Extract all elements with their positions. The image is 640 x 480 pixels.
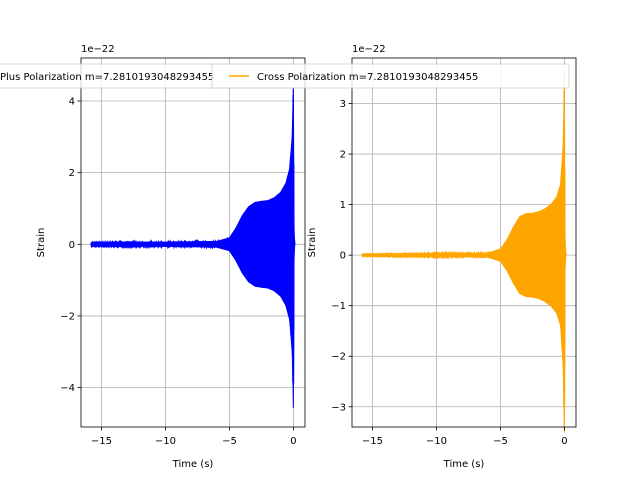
x-axis-label: Time (s) (443, 459, 485, 470)
y-tick-label: 2 (69, 168, 75, 179)
x-tick-label: 0 (561, 436, 567, 447)
series-plot (90, 80, 296, 408)
x-tick-label: −5 (222, 436, 237, 447)
y-tick-label: −1 (331, 301, 346, 312)
x-axis-label: Time (s) (172, 459, 214, 470)
x-tick-label: −5 (493, 436, 508, 447)
series-line (361, 90, 567, 408)
series-plot (361, 77, 567, 433)
x-axis-ticks: −15 −10 −5 0 (91, 427, 297, 447)
x-tick-label: −10 (426, 436, 447, 447)
y-tick-label: −3 (331, 402, 346, 413)
series-line (90, 95, 296, 385)
y-tick-label: 3 (340, 99, 346, 110)
x-tick-label: −10 (155, 436, 176, 447)
plus-polarization-chart: −15 −10 −5 0 −4 −2 0 2 4 Time (s) Strain 1e−22 (36, 44, 306, 470)
y-axis-ticks: −3 −2 −1 0 1 2 3 (331, 99, 352, 413)
x-tick-label: 0 (290, 436, 296, 447)
legend-box (211, 63, 570, 89)
axes-frame (351, 57, 577, 428)
y-tick-label: 2 (340, 150, 346, 161)
y-tick-label: −4 (60, 383, 75, 394)
axes-frame (80, 57, 306, 428)
legend-entry-label: Plus Polarization m=7.2810193048293455 (0, 72, 214, 83)
x-tick-label: −15 (91, 436, 112, 447)
y-axis-label: Strain (307, 228, 318, 258)
y-axis-offset-label: 1e−22 (81, 44, 115, 55)
y-tick-label: 0 (340, 251, 346, 262)
y-tick-label: 4 (69, 96, 75, 107)
x-axis-ticks: −15 −10 −5 0 (362, 427, 568, 447)
y-tick-label: 1 (340, 200, 346, 211)
y-tick-label: 0 (69, 240, 75, 251)
y-axis-offset-label: 1e−22 (352, 44, 386, 55)
cross-polarization-legend: Cross Polarization m=7.2810193048293455 (211, 63, 570, 89)
y-axis-ticks: −4 −2 0 2 4 (60, 96, 81, 394)
legend-entry-label: Cross Polarization m=7.2810193048293455 (257, 72, 478, 83)
y-axis-label: Strain (36, 228, 47, 258)
y-tick-label: −2 (331, 352, 346, 363)
x-tick-label: −15 (362, 436, 383, 447)
y-tick-label: −2 (60, 311, 75, 322)
